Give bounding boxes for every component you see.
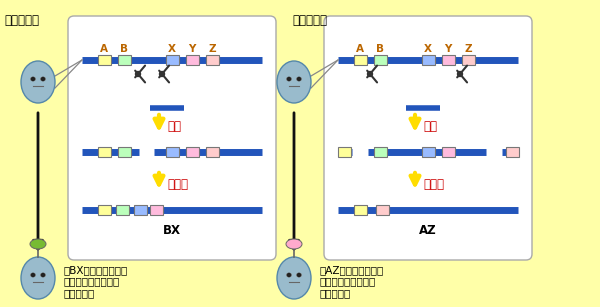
Text: AZ: AZ [419, 224, 437, 237]
Text: 細胞（２）: 細胞（２） [292, 14, 327, 27]
Ellipse shape [277, 257, 311, 299]
Text: A: A [100, 44, 108, 54]
FancyBboxPatch shape [118, 55, 131, 65]
Text: 切る: 切る [423, 121, 437, 134]
Ellipse shape [30, 239, 46, 249]
Text: B: B [376, 44, 384, 54]
Circle shape [367, 72, 373, 76]
Ellipse shape [21, 257, 55, 299]
Text: つなぐ: つなぐ [167, 178, 188, 192]
FancyBboxPatch shape [205, 147, 218, 157]
FancyBboxPatch shape [324, 16, 532, 260]
Ellipse shape [31, 273, 35, 277]
Text: 切る: 切る [167, 121, 181, 134]
Text: Z: Z [208, 44, 216, 54]
FancyBboxPatch shape [68, 16, 276, 260]
Text: Y: Y [445, 44, 452, 54]
FancyBboxPatch shape [376, 205, 389, 215]
Text: 細胞（１）: 細胞（１） [4, 14, 39, 27]
FancyBboxPatch shape [115, 205, 128, 215]
Text: つなぐ: つなぐ [423, 178, 444, 192]
FancyBboxPatch shape [505, 147, 518, 157]
Circle shape [136, 72, 140, 76]
FancyBboxPatch shape [149, 205, 163, 215]
FancyBboxPatch shape [421, 147, 434, 157]
Circle shape [298, 77, 301, 80]
FancyBboxPatch shape [373, 147, 386, 157]
Circle shape [32, 77, 35, 80]
FancyBboxPatch shape [166, 147, 179, 157]
Text: Z: Z [464, 44, 472, 54]
Circle shape [458, 72, 463, 76]
Ellipse shape [296, 77, 302, 81]
FancyBboxPatch shape [97, 55, 110, 65]
FancyBboxPatch shape [118, 147, 131, 157]
FancyBboxPatch shape [97, 205, 110, 215]
Text: BX: BX [163, 224, 181, 237]
Circle shape [298, 274, 301, 277]
FancyBboxPatch shape [442, 147, 455, 157]
Ellipse shape [277, 61, 311, 103]
FancyBboxPatch shape [461, 55, 475, 65]
FancyBboxPatch shape [353, 55, 367, 65]
Circle shape [287, 77, 290, 80]
Ellipse shape [31, 77, 35, 81]
FancyBboxPatch shape [205, 55, 218, 65]
FancyBboxPatch shape [353, 205, 367, 215]
Circle shape [41, 77, 44, 80]
Ellipse shape [286, 239, 302, 249]
Ellipse shape [287, 273, 292, 277]
Circle shape [41, 274, 44, 277]
FancyBboxPatch shape [421, 55, 434, 65]
Text: B: B [120, 44, 128, 54]
Circle shape [287, 274, 290, 277]
Text: 「BX」という遺伝子
からつくられた抗原
レセプター: 「BX」という遺伝子 からつくられた抗原 レセプター [63, 265, 127, 298]
FancyBboxPatch shape [337, 147, 350, 157]
Text: 「AZ」という遺伝子
からつくられた抗原
レセプター: 「AZ」という遺伝子 からつくられた抗原 レセプター [319, 265, 383, 298]
FancyBboxPatch shape [185, 147, 199, 157]
Text: X: X [424, 44, 432, 54]
FancyBboxPatch shape [442, 55, 455, 65]
Ellipse shape [21, 61, 55, 103]
FancyBboxPatch shape [166, 55, 179, 65]
Text: Y: Y [188, 44, 196, 54]
Ellipse shape [296, 273, 302, 277]
FancyBboxPatch shape [133, 205, 146, 215]
FancyBboxPatch shape [373, 55, 386, 65]
Ellipse shape [287, 77, 292, 81]
Text: X: X [168, 44, 176, 54]
Ellipse shape [41, 273, 46, 277]
Circle shape [32, 274, 35, 277]
Circle shape [160, 72, 164, 76]
FancyBboxPatch shape [185, 55, 199, 65]
Text: A: A [356, 44, 364, 54]
FancyBboxPatch shape [97, 147, 110, 157]
Ellipse shape [41, 77, 46, 81]
